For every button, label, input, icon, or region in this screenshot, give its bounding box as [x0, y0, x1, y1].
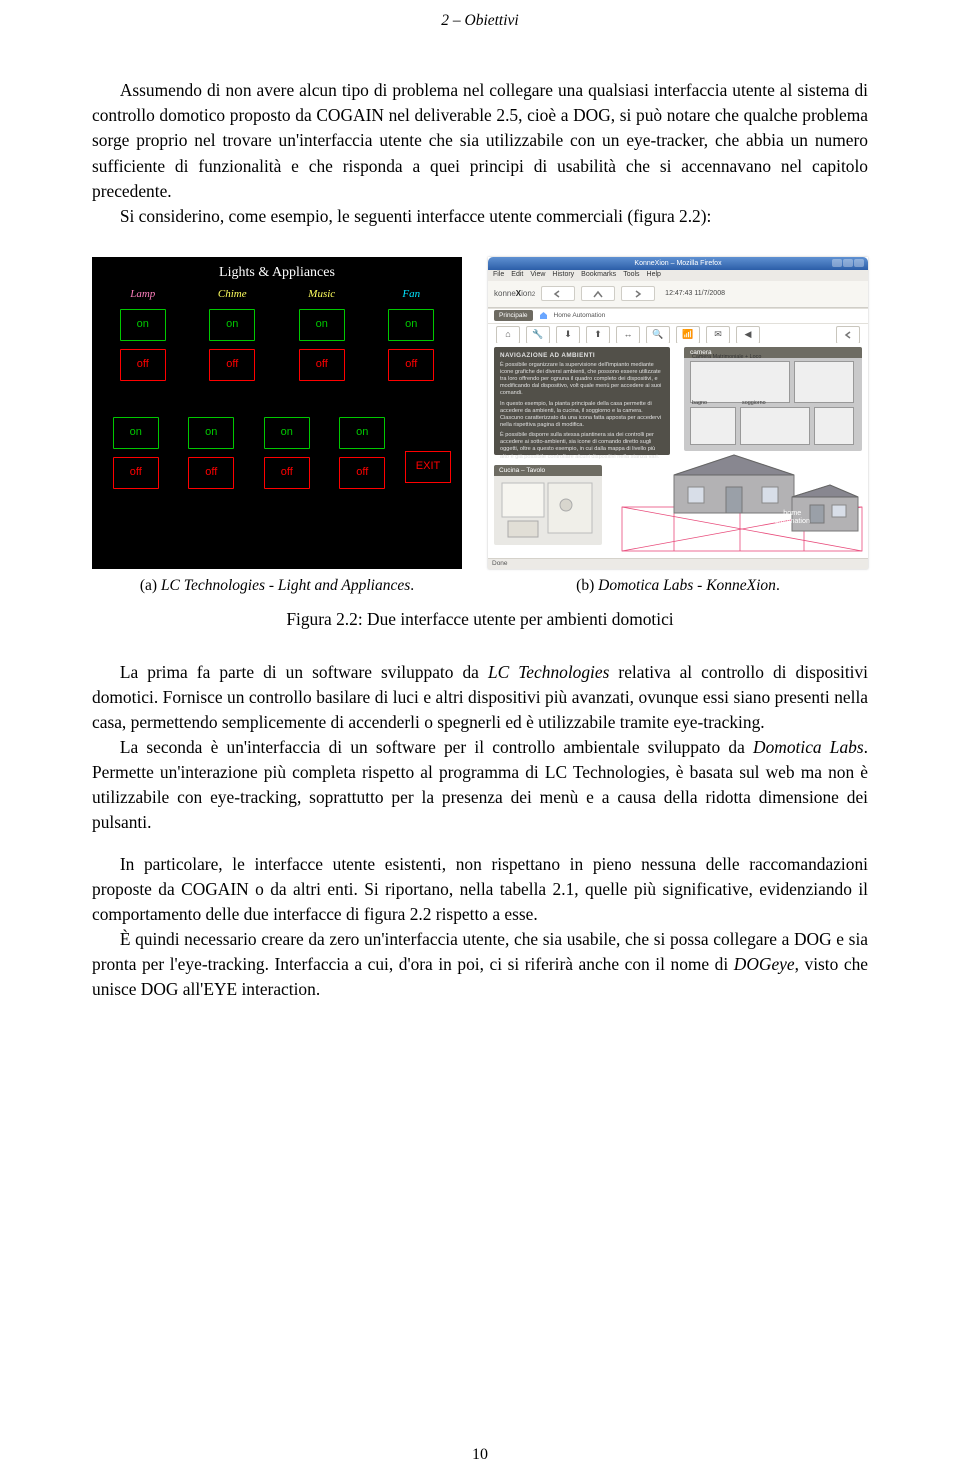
- toolbar-icon[interactable]: 📶: [676, 326, 700, 344]
- subcaption-b: (b) Domotica Labs - KonneXion.: [576, 575, 780, 597]
- menu-item[interactable]: Edit: [511, 270, 523, 280]
- room-label: soggiorno: [742, 400, 766, 408]
- page-number: 10: [0, 1443, 960, 1466]
- house-icon: [539, 311, 548, 320]
- breadcrumb-label: Home Automation: [554, 311, 606, 320]
- kx-menubar: File Edit View History Bookmarks Tools Help: [488, 270, 868, 281]
- kx-timestamp: 12:47:43 11/7/2008: [665, 289, 725, 299]
- floorplan-room[interactable]: [814, 407, 854, 445]
- lc-column-header: Music: [277, 287, 367, 303]
- lc-title: Lights & Appliances: [92, 257, 462, 287]
- kx-house-illustration: homeautomation: [614, 447, 866, 557]
- toolbar-icon[interactable]: ⌂: [496, 326, 520, 344]
- kx-statusbar: Done: [488, 558, 868, 569]
- floorplan-room[interactable]: [690, 361, 790, 403]
- floorplan-room[interactable]: [794, 361, 854, 403]
- paragraph-1: Assumendo di non avere alcun tipo di pro…: [92, 78, 868, 203]
- kx-help-panel: NAVIGAZIONE AD AMBIENTI È possibile orga…: [494, 347, 670, 455]
- paragraph-3: La prima fa parte di un software svilupp…: [92, 660, 868, 735]
- menu-item[interactable]: Bookmarks: [581, 270, 616, 280]
- lc-on-button[interactable]: on: [209, 309, 255, 341]
- toolbar-icon[interactable]: ✉: [706, 326, 730, 344]
- lc-on-button[interactable]: on: [339, 417, 385, 449]
- lc-off-button[interactable]: off: [120, 349, 166, 381]
- paragraph-5: In particolare, le interfacce utente esi…: [92, 852, 868, 927]
- kx-floorplan: camera Camera Matrimoniale + Locobagnoso…: [684, 347, 862, 451]
- kx-toolbar: konneXion2 12:47:43 11/7/2008: [488, 281, 868, 308]
- lc-column: Music on off: [277, 287, 367, 385]
- lc-off-button[interactable]: off: [339, 457, 385, 489]
- menu-item[interactable]: File: [493, 270, 504, 280]
- help-paragraph: In questo esempio, la pianta principale …: [500, 401, 664, 430]
- kx-titlebar: KonneXion – Mozilla Firefox: [488, 257, 868, 270]
- figure-2-2: Lights & Appliances LamponoffChimeonoffM…: [92, 257, 868, 597]
- ha-label: homeautomation: [774, 509, 810, 525]
- lc-panel: Lights & Appliances LamponoffChimeonoffM…: [92, 257, 462, 569]
- kx-window-title: KonneXion – Mozilla Firefox: [488, 257, 868, 270]
- help-paragraph: È possibile organizzare la supervisione …: [500, 362, 664, 398]
- lc-on-button[interactable]: on: [264, 417, 310, 449]
- toolbar-icon[interactable]: ⬇: [556, 326, 580, 344]
- lc-column-header: Fan: [367, 287, 457, 303]
- chapter-header: 2 – Obiettivi: [92, 10, 868, 32]
- kx-body: NAVIGAZIONE AD AMBIENTI È possibile orga…: [488, 343, 868, 559]
- subfigure-b: KonneXion – Mozilla Firefox File Edit View…: [488, 257, 868, 597]
- nav-back-button[interactable]: [541, 286, 575, 301]
- toolbar-back-icon[interactable]: [836, 326, 860, 344]
- paragraph-4: La seconda è un'interfaccia di un softwa…: [92, 735, 868, 835]
- lc-on-button[interactable]: on: [120, 309, 166, 341]
- lc-column-header: Chime: [188, 287, 278, 303]
- nav-forward-button[interactable]: [621, 286, 655, 301]
- lc-off-button[interactable]: off: [388, 349, 434, 381]
- lc-column: on off: [174, 413, 250, 493]
- toolbar-icon[interactable]: ◀: [736, 326, 760, 344]
- lc-column: Chime on off: [188, 287, 278, 385]
- menu-item[interactable]: View: [530, 270, 545, 280]
- toolbar-icon[interactable]: 🔧: [526, 326, 550, 344]
- toolbar-icon[interactable]: ⬆: [586, 326, 610, 344]
- lc-column: Lamp on off: [98, 287, 188, 385]
- paragraph-2: Si considerino, come esempio, le seguent…: [92, 204, 868, 229]
- lc-column: on off: [249, 413, 325, 493]
- lc-column: Fan on off: [367, 287, 457, 385]
- room-label: bagno: [692, 400, 707, 408]
- menu-item[interactable]: Tools: [623, 270, 639, 280]
- paragraph-6: È quindi necessario creare da zero un'in…: [92, 927, 868, 1002]
- lc-column-header: Lamp: [98, 287, 188, 303]
- lc-column: on off: [325, 413, 401, 493]
- kx-breadcrumb: Principale Home Automation: [488, 308, 868, 324]
- subcaption-a: (a) LC Technologies - Light and Applianc…: [140, 575, 414, 597]
- room-label: Camera Matrimoniale + Loco: [692, 354, 761, 362]
- lc-exit-column: EXIT: [400, 413, 456, 493]
- lc-off-button[interactable]: off: [113, 457, 159, 489]
- menu-item[interactable]: Help: [647, 270, 661, 280]
- toolbar-icon[interactable]: ↔: [616, 326, 640, 344]
- figure-caption: Figura 2.2: Due interfacce utente per am…: [92, 607, 868, 632]
- lc-off-button[interactable]: off: [188, 457, 234, 489]
- kx-window: KonneXion – Mozilla Firefox File Edit View…: [488, 257, 868, 569]
- lc-on-button[interactable]: on: [299, 309, 345, 341]
- floorplan-room[interactable]: [740, 407, 810, 445]
- floorplan-room[interactable]: [690, 407, 736, 445]
- kx-help-title: NAVIGAZIONE AD AMBIENTI: [500, 352, 664, 360]
- kx-kitchen-panel: Cucina – Tavolo: [494, 465, 602, 545]
- toolbar-icon[interactable]: 🔍: [646, 326, 670, 344]
- kx-logo: konneXion2: [494, 288, 535, 300]
- subfigure-a: Lights & Appliances LamponoffChimeonoffM…: [92, 257, 462, 597]
- lc-on-button[interactable]: on: [113, 417, 159, 449]
- menu-item[interactable]: History: [552, 270, 574, 280]
- lc-off-button[interactable]: off: [209, 349, 255, 381]
- lc-exit-button[interactable]: EXIT: [405, 451, 451, 483]
- breadcrumb-chip[interactable]: Principale: [494, 310, 533, 321]
- lc-off-button[interactable]: off: [264, 457, 310, 489]
- lc-off-button[interactable]: off: [299, 349, 345, 381]
- lc-on-button[interactable]: on: [388, 309, 434, 341]
- nav-home-button[interactable]: [581, 286, 615, 301]
- lc-on-button[interactable]: on: [188, 417, 234, 449]
- lc-column: on off: [98, 413, 174, 493]
